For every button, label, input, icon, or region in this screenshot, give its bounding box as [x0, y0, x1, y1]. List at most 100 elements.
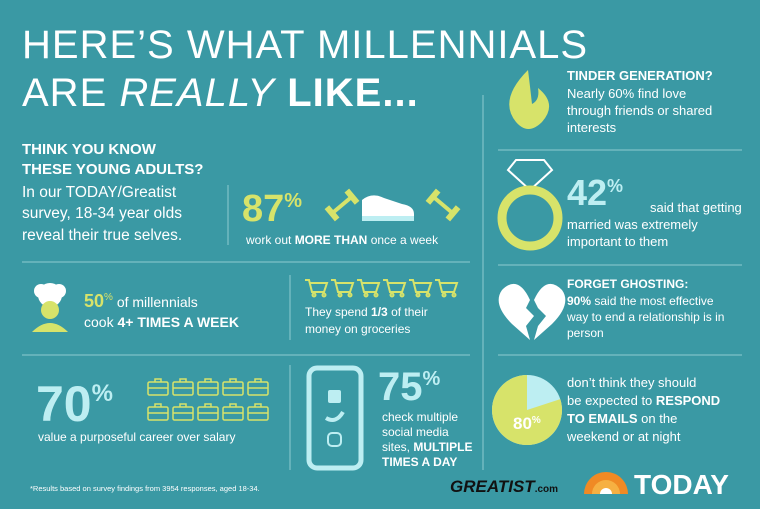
- cart-wheel: [441, 292, 447, 298]
- cart: [305, 279, 329, 293]
- section-text: weekend or at night: [566, 429, 681, 444]
- today-sun: [584, 472, 628, 494]
- pie-label: 80%: [513, 414, 541, 433]
- stat-value: 87: [242, 188, 284, 230]
- text-part: of millennials: [113, 294, 198, 310]
- stat-text: money on groceries: [305, 322, 410, 336]
- footnote: *Results based on survey findings from 3…: [30, 484, 260, 493]
- stat-text: check multiple: [382, 410, 458, 424]
- briefcase-handle: [148, 403, 168, 414]
- cart: [409, 279, 433, 293]
- stat-text: cook 4+ TIMES A WEEK: [84, 314, 239, 330]
- intro-body: In our TODAY/Greatist: [22, 184, 177, 201]
- cart-wheel: [399, 292, 405, 298]
- briefcase-handle: [173, 378, 193, 389]
- stat-value: 42: [567, 172, 607, 213]
- cart: [435, 279, 459, 293]
- broken-heart-icon: [498, 283, 566, 340]
- cart: [383, 279, 407, 293]
- cart-wheel: [415, 292, 421, 298]
- section-heading: FORGET GHOSTING:: [567, 277, 688, 291]
- stat-value: 50: [84, 291, 104, 311]
- section-text: TO EMAILS on the: [567, 411, 677, 426]
- ring-icon: [497, 159, 563, 251]
- pie: [492, 375, 562, 445]
- stat: 75%: [378, 365, 441, 409]
- stat-unit: %: [284, 190, 302, 212]
- briefcase-icons: [147, 378, 269, 421]
- cart-icons: [305, 279, 459, 298]
- stat: 87%: [242, 188, 302, 230]
- stat-value: 75: [378, 365, 423, 409]
- briefcase-handle: [173, 403, 193, 414]
- stat-text: They spend 1/3 of their: [305, 305, 428, 319]
- intro-body: survey, 18-34 year olds: [22, 205, 182, 222]
- text-part: work out: [245, 233, 295, 247]
- logo-part: GREATIST: [450, 477, 536, 496]
- text-part: They spend: [305, 305, 371, 319]
- text-part: cook: [84, 314, 117, 330]
- stat-unit: %: [532, 415, 541, 426]
- chef-icon: [32, 283, 68, 332]
- cart-wheel: [363, 292, 369, 298]
- phone-icon: [306, 365, 364, 471]
- flame-icon: [509, 70, 550, 129]
- section-text: interests: [567, 120, 617, 135]
- text-part: TO EMAILS: [567, 411, 638, 426]
- stat-text: sites, MULTIPLE: [382, 440, 472, 454]
- text-part: MORE THAN: [295, 233, 368, 247]
- today-logo: TODAY: [634, 469, 729, 500]
- stat-unit: %: [607, 176, 623, 196]
- intro-heading: THESE YOUNG ADULTS?: [22, 161, 203, 178]
- stat-value: 80: [513, 414, 532, 433]
- pie-slice: [492, 375, 562, 445]
- section-text: Nearly 60% find love: [567, 86, 686, 101]
- cart: [357, 279, 381, 293]
- text-part: on the: [638, 411, 678, 426]
- cart-wheel: [425, 292, 431, 298]
- text-part: 90%: [567, 294, 591, 308]
- intro-body: reveal their true selves.: [22, 227, 182, 244]
- section-text: important to them: [567, 234, 668, 249]
- stat: 42%: [567, 172, 623, 213]
- text-part: 4+ TIMES A WEEK: [117, 314, 238, 330]
- text-part: sites,: [382, 440, 413, 454]
- cart-wheel: [311, 292, 317, 298]
- workout-icons: [324, 188, 461, 222]
- cart-wheel: [321, 292, 327, 298]
- briefcase-handle: [148, 378, 168, 389]
- dividers: [22, 95, 742, 470]
- stat-value: 70: [36, 376, 92, 432]
- text-part: of their: [388, 305, 428, 319]
- stat-unit: %: [92, 380, 113, 407]
- text-part: be expected to: [567, 393, 656, 408]
- section-text: don’t think they should: [567, 375, 696, 390]
- title-line: HERE’S WHAT MILLENNIALS: [22, 23, 588, 67]
- briefcase-handle: [198, 403, 218, 414]
- stat-text: 50% of millennials: [84, 291, 198, 311]
- title-part: LIKE...: [275, 71, 419, 115]
- briefcase-handle: [223, 378, 243, 389]
- section-text: through friends or shared: [567, 103, 712, 118]
- logo-part: .com: [535, 484, 558, 495]
- section-text: 90% said the most effective: [567, 294, 714, 308]
- cart-wheel: [337, 292, 343, 298]
- briefcase-handle: [248, 403, 268, 414]
- text-part: said the most effective: [591, 294, 714, 308]
- cart-wheel: [451, 292, 457, 298]
- section-text: married was extremely: [567, 217, 698, 232]
- section-text: be expected to RESPOND: [567, 393, 720, 408]
- cart-wheel: [373, 292, 379, 298]
- stat-text: value a purposeful career over salary: [38, 430, 235, 444]
- cart: [331, 279, 355, 293]
- stat: 70%: [36, 376, 113, 432]
- cart-wheel: [389, 292, 395, 298]
- section-text: said that getting: [650, 200, 742, 215]
- stat-text: social media: [382, 425, 449, 439]
- text-part: 1/3: [371, 305, 388, 319]
- stat-text: TIMES A DAY: [382, 455, 457, 469]
- section-text: person: [567, 326, 604, 340]
- title-line: ARE REALLY LIKE...: [22, 71, 419, 115]
